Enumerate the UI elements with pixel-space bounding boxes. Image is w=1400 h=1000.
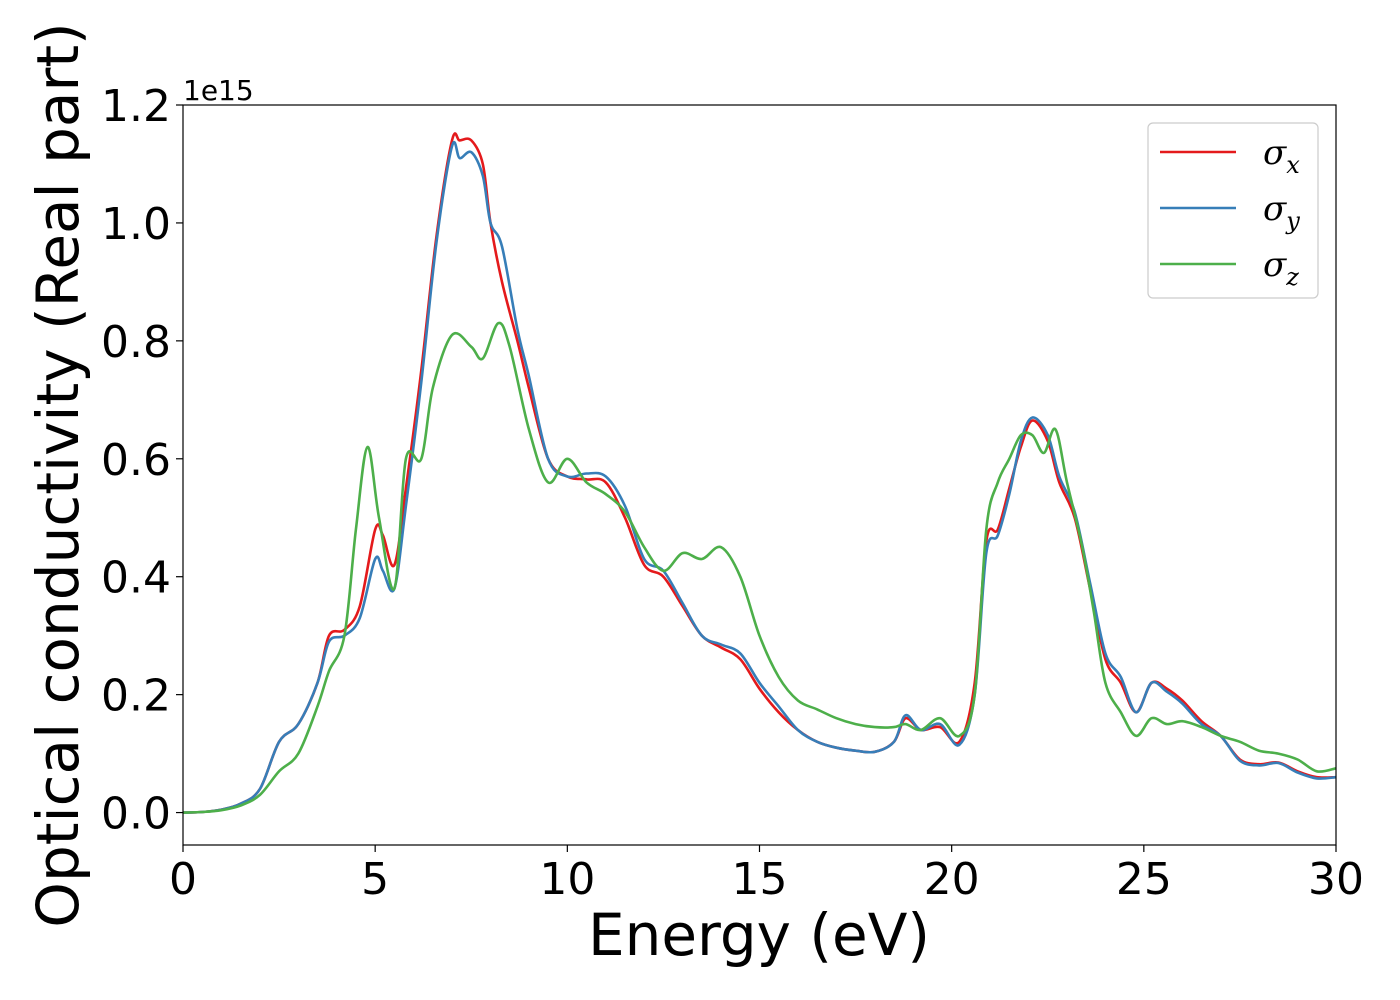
y-tick-label: 1.0 [101, 199, 171, 250]
plot-area [183, 105, 1336, 845]
y-tick-label: 1.2 [101, 81, 171, 132]
y-tick-label: 0.6 [101, 435, 171, 486]
x-axis: 0 5 10 15 20 25 30 [169, 845, 1364, 905]
series-line-y [182, 140, 1337, 814]
legend-label-x: σx [1263, 133, 1300, 179]
x-tick-label: 30 [1308, 854, 1364, 905]
y-offset-text: 1e15 [183, 74, 254, 107]
legend: σx σy σz [1147, 122, 1319, 299]
legend-label-z: σz [1263, 245, 1299, 291]
y-tick-label: 0.0 [101, 789, 171, 840]
x-tick-label: 5 [361, 854, 389, 905]
y-tick-label: 0.4 [101, 553, 171, 604]
legend-box [1147, 122, 1319, 299]
x-tick-label: 10 [539, 854, 595, 905]
y-tick-label: 0.2 [101, 671, 171, 722]
x-axis-label: Energy (eV) [588, 901, 930, 969]
x-tick-label: 25 [1116, 854, 1172, 905]
x-tick-label: 0 [169, 854, 197, 905]
y-tick-label: 0.8 [101, 317, 171, 368]
x-tick-label: 20 [924, 854, 980, 905]
series-layer [182, 132, 1337, 814]
x-tick-label: 15 [732, 854, 788, 905]
legend-label-y: σy [1263, 189, 1300, 235]
series-line-z [182, 321, 1337, 814]
y-axis-label: Optical conductivity (Real part) [24, 22, 92, 927]
y-axis: 0.0 0.2 0.4 0.6 0.8 1.0 1.2 [101, 81, 183, 840]
